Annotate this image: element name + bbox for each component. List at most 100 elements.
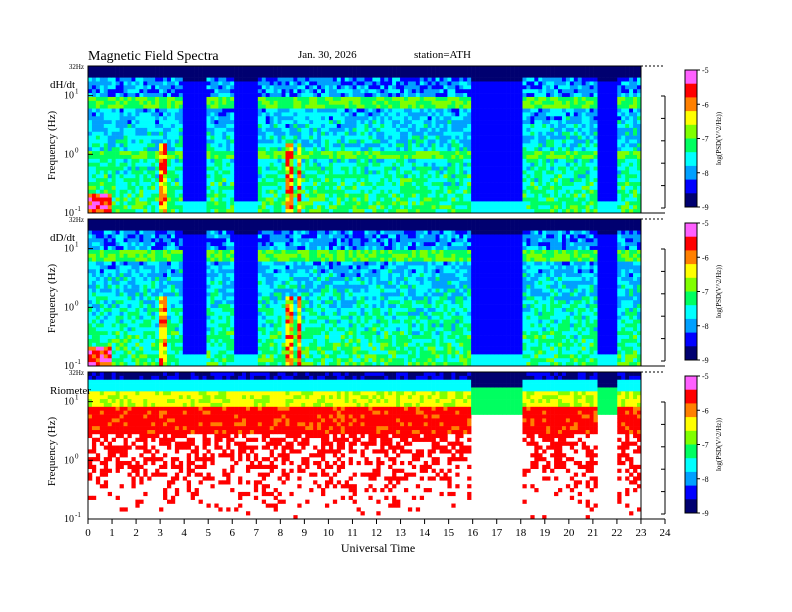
spectrogram-cell [510, 166, 515, 171]
spectrogram-cell [427, 77, 432, 82]
spectrogram-cell [238, 81, 243, 86]
spectrogram-cell [352, 139, 357, 144]
spectrogram-cell [249, 178, 255, 183]
spectrogram-cell [475, 127, 480, 133]
spectrogram-cell [400, 166, 405, 171]
spectrogram-cell [510, 193, 515, 198]
spectrogram-cell [277, 154, 282, 160]
spectrogram-cell [518, 147, 523, 152]
spectrogram-cell [265, 69, 270, 75]
spectrogram-cell [336, 143, 342, 148]
spectrogram-cell [447, 162, 452, 167]
spectrogram-cell [182, 81, 188, 86]
spectrogram-cell [277, 100, 282, 105]
spectrogram-cell [447, 182, 452, 187]
spectrogram-cell [155, 81, 160, 86]
spectrogram-cell [265, 77, 270, 82]
spectrogram-cell [214, 193, 219, 198]
spectrogram-cell [309, 100, 314, 105]
spectrogram-cell [269, 193, 274, 198]
spectrogram-cell [435, 151, 440, 156]
spectrogram-cell [352, 197, 357, 202]
spectrogram-cell [518, 77, 523, 82]
spectrogram-cell [593, 104, 598, 109]
spectrogram-cell [419, 135, 425, 140]
spectrogram-cell [403, 139, 409, 144]
spectrogram-cell [119, 73, 124, 78]
spectrogram-cell [198, 139, 203, 144]
spectrogram-cell [443, 162, 448, 167]
spectrogram-cell [542, 154, 547, 160]
spectrogram-cell [317, 120, 322, 125]
spectrogram-cell [155, 116, 160, 121]
spectrogram-cell [277, 104, 282, 109]
spectrogram-cell [392, 116, 397, 121]
spectrogram-cell [226, 201, 231, 206]
spectrogram-cell [372, 73, 377, 78]
spectrogram-cell [415, 73, 421, 78]
spectrogram-cell [569, 127, 575, 133]
spectrogram-cell [451, 127, 456, 133]
spectrogram-cell [396, 89, 401, 94]
spectrogram-cell [431, 185, 436, 191]
spectrogram-cell [427, 69, 432, 75]
spectrogram-cell [530, 193, 535, 198]
spectrogram-cell [289, 77, 294, 82]
spectrogram-cell [561, 77, 567, 82]
spectrogram-cell [253, 205, 259, 210]
spectrogram-cell [605, 124, 610, 129]
spectrogram-cell [558, 93, 563, 98]
spectrogram-cell [348, 135, 353, 140]
spectrogram-cell [550, 124, 555, 129]
spectrogram-cell [561, 151, 567, 156]
spectrogram-cell [269, 135, 274, 140]
spectrogram-cell [447, 154, 452, 160]
spectrogram-cell [289, 143, 294, 148]
spectrogram-cell [546, 66, 551, 71]
spectrogram-cell [174, 209, 180, 214]
spectrogram-cell [119, 174, 124, 179]
spectrogram-cell [526, 182, 531, 187]
spectrogram-cell [479, 189, 484, 194]
spectrogram-cell [407, 178, 413, 183]
spectrogram-cell [285, 135, 290, 140]
spectrogram-cell [317, 201, 322, 206]
spectrogram-cell [265, 162, 270, 167]
spectrogram-cell [218, 116, 223, 121]
spectrogram-cell [475, 147, 480, 152]
spectrogram-cell [467, 158, 472, 164]
spectrogram-cell [309, 201, 314, 206]
spectrogram-cell [111, 151, 116, 156]
spectrogram-cell [518, 178, 523, 183]
spectrogram-cell [407, 205, 413, 210]
spectrogram-cell [490, 139, 496, 144]
spectrogram-cell [546, 85, 551, 90]
spectrogram-cell [159, 166, 164, 171]
spectrogram-cell [581, 124, 586, 129]
spectrogram-cell [155, 100, 160, 105]
spectrogram-cell [447, 201, 452, 206]
spectrogram-cell [439, 89, 444, 94]
spectrogram-cell [463, 93, 468, 98]
spectrogram-cell [281, 197, 286, 202]
spectrogram-cell [502, 178, 507, 183]
spectrogram-cell [147, 170, 152, 175]
spectrogram-cell [222, 66, 227, 71]
spectrogram-cell [443, 93, 448, 98]
spectrogram-cell [127, 100, 132, 105]
spectrogram-cell [297, 209, 302, 214]
spectrogram-cell [554, 147, 559, 152]
spectrogram-cell [439, 77, 444, 82]
spectrogram-cell [597, 197, 602, 202]
spectrogram-cell [486, 201, 492, 206]
spectrogram-cell [234, 154, 239, 160]
spectrogram-cell [514, 174, 519, 179]
spectrogram-cell [159, 154, 164, 160]
spectrogram-cell [581, 81, 586, 86]
spectrogram-cell [368, 174, 373, 179]
spectrogram-cell [471, 143, 476, 148]
spectrogram-cell [289, 189, 294, 194]
spectrogram-cell [202, 89, 207, 94]
spectrogram-cell [174, 158, 180, 164]
spectrogram-cell [486, 69, 492, 75]
